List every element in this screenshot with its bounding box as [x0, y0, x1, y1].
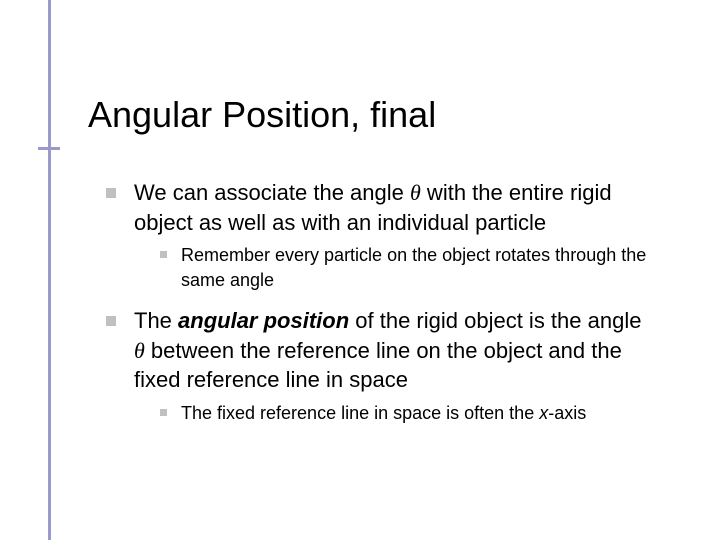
- emphasis-text: angular position: [178, 308, 349, 333]
- bullet-text: The angular position of the rigid object…: [134, 306, 648, 395]
- bullet-text: We can associate the angle θ with the en…: [134, 178, 648, 237]
- theta-symbol: θ: [134, 338, 145, 363]
- slide-body: We can associate the angle θ with the en…: [88, 178, 648, 439]
- accent-horizontal-tick: [38, 147, 60, 150]
- text-fragment: -axis: [548, 403, 586, 423]
- slide-title: Angular Position, final: [88, 94, 436, 136]
- accent-vertical-line: [48, 0, 51, 540]
- sub-bullet-text: Remember every particle on the object ro…: [181, 243, 648, 292]
- text-fragment: We can associate the angle: [134, 180, 410, 205]
- sub-bullet-text: The fixed reference line in space is oft…: [181, 401, 586, 425]
- text-fragment: The: [134, 308, 178, 333]
- text-fragment: of the rigid object is the angle: [349, 308, 641, 333]
- sub-bullet-item-1: Remember every particle on the object ro…: [160, 243, 648, 292]
- text-fragment: between the reference line on the object…: [134, 338, 622, 393]
- bullet-item-1: We can associate the angle θ with the en…: [88, 178, 648, 237]
- theta-symbol: θ: [410, 180, 421, 205]
- text-fragment: The fixed reference line in space is oft…: [181, 403, 539, 423]
- square-bullet-icon: [106, 188, 116, 198]
- italic-x: x: [539, 403, 548, 423]
- square-bullet-icon: [160, 251, 167, 258]
- square-bullet-icon: [106, 316, 116, 326]
- square-bullet-icon: [160, 409, 167, 416]
- bullet-item-2: The angular position of the rigid object…: [88, 306, 648, 395]
- sub-bullet-item-2: The fixed reference line in space is oft…: [160, 401, 648, 425]
